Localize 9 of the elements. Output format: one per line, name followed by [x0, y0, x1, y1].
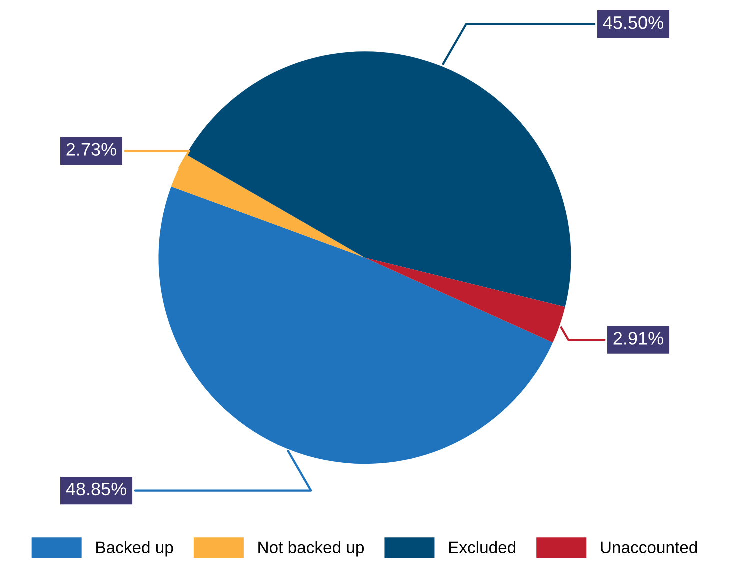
data-label: 45.50% [603, 16, 664, 30]
legend-label: Unaccounted [601, 541, 698, 554]
pie-slice [186, 52, 572, 308]
legend-label: Excluded [449, 541, 516, 554]
legend-label: Not backed up [258, 541, 364, 557]
data-label: 48.85% [66, 482, 126, 496]
legend-label: Backed up [96, 541, 174, 557]
data-label: 2.91% [614, 332, 664, 345]
data-label: 2.73% [66, 143, 116, 156]
